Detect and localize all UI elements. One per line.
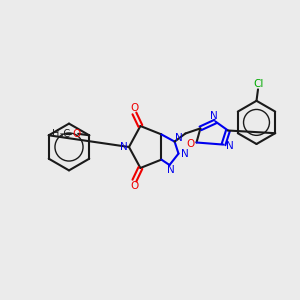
Text: N: N [167, 165, 175, 176]
Text: N: N [175, 133, 183, 143]
Text: N: N [210, 111, 218, 121]
Text: N: N [120, 142, 128, 152]
Text: Cl: Cl [254, 79, 264, 89]
Text: O: O [186, 139, 195, 149]
Text: N: N [181, 148, 189, 159]
Text: N: N [226, 141, 233, 151]
Text: H₃C: H₃C [52, 129, 70, 139]
Text: O: O [130, 103, 139, 113]
Text: O: O [130, 181, 139, 191]
Text: O: O [72, 129, 80, 139]
